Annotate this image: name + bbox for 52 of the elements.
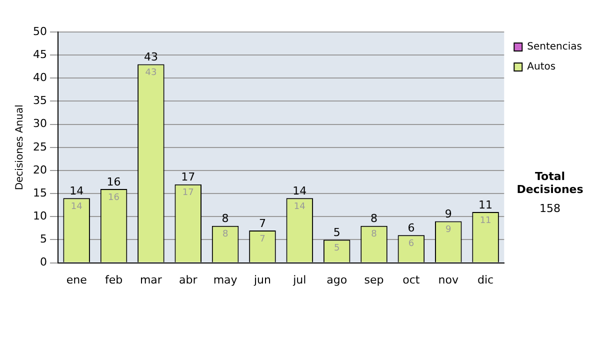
x-tick-label: jun (252, 273, 272, 286)
x-tick-label: dic (478, 273, 494, 286)
total-label: 8 (370, 212, 378, 226)
y-tick-label: 15 (32, 186, 47, 200)
y-tick-label: 50 (32, 24, 47, 38)
y-tick-label: 0 (40, 256, 47, 269)
legend-label: Autos (527, 62, 556, 73)
total-label: 17 (181, 170, 196, 184)
total-label: 16 (106, 175, 121, 188)
y-axis-title: Decisiones Anual (14, 104, 26, 190)
data-label: 9 (446, 225, 452, 236)
total-label: 11 (478, 198, 493, 212)
x-tick-label: mar (140, 273, 162, 286)
text: 158 (538, 202, 562, 215)
y-tick-label: 5 (40, 232, 47, 246)
total-label: 9 (444, 208, 452, 221)
total-label: 14 (70, 184, 84, 198)
x-tick-label: ago (326, 273, 348, 286)
y-tick-label: 10 (32, 210, 47, 222)
text: Total Decisiones (516, 170, 584, 196)
data-label: 43 (145, 68, 157, 78)
y-tick-label: 25 (32, 140, 47, 154)
data-label: 5 (334, 244, 340, 254)
x-tick-label: nov (438, 273, 459, 286)
data-label: 14 (294, 202, 306, 212)
y-tick-label: 40 (32, 71, 47, 84)
x-tick-label: sep (364, 273, 384, 286)
data-label: 17 (182, 188, 194, 198)
data-label: 11 (480, 216, 492, 226)
data-label: 8 (222, 230, 228, 240)
x-tick-label: feb (104, 273, 123, 286)
y-tick-label: 30 (32, 117, 47, 130)
data-label: 16 (108, 192, 120, 203)
legend-label: Sentencias (527, 42, 582, 53)
x-tick-label: ene (66, 273, 88, 286)
data-label: 7 (260, 234, 266, 244)
x-tick-label: abr (178, 273, 198, 286)
x-tick-label: jul (292, 273, 306, 286)
total-label: 7 (258, 216, 266, 230)
total-label: 14 (292, 184, 307, 198)
y-tick-label: 45 (32, 48, 47, 61)
y-tick-label: 35 (32, 94, 47, 108)
y-tick-label: 20 (32, 163, 47, 176)
data-label: 14 (70, 202, 83, 212)
x-tick-label: oct (402, 273, 420, 286)
total-label: 5 (333, 226, 340, 240)
x-tick-label: may (213, 273, 238, 286)
total-label: 6 (408, 221, 415, 234)
total-label: 43 (144, 50, 158, 64)
data-label: 6 (408, 238, 414, 249)
data-label: 8 (371, 230, 378, 240)
total-label: 8 (222, 212, 229, 226)
